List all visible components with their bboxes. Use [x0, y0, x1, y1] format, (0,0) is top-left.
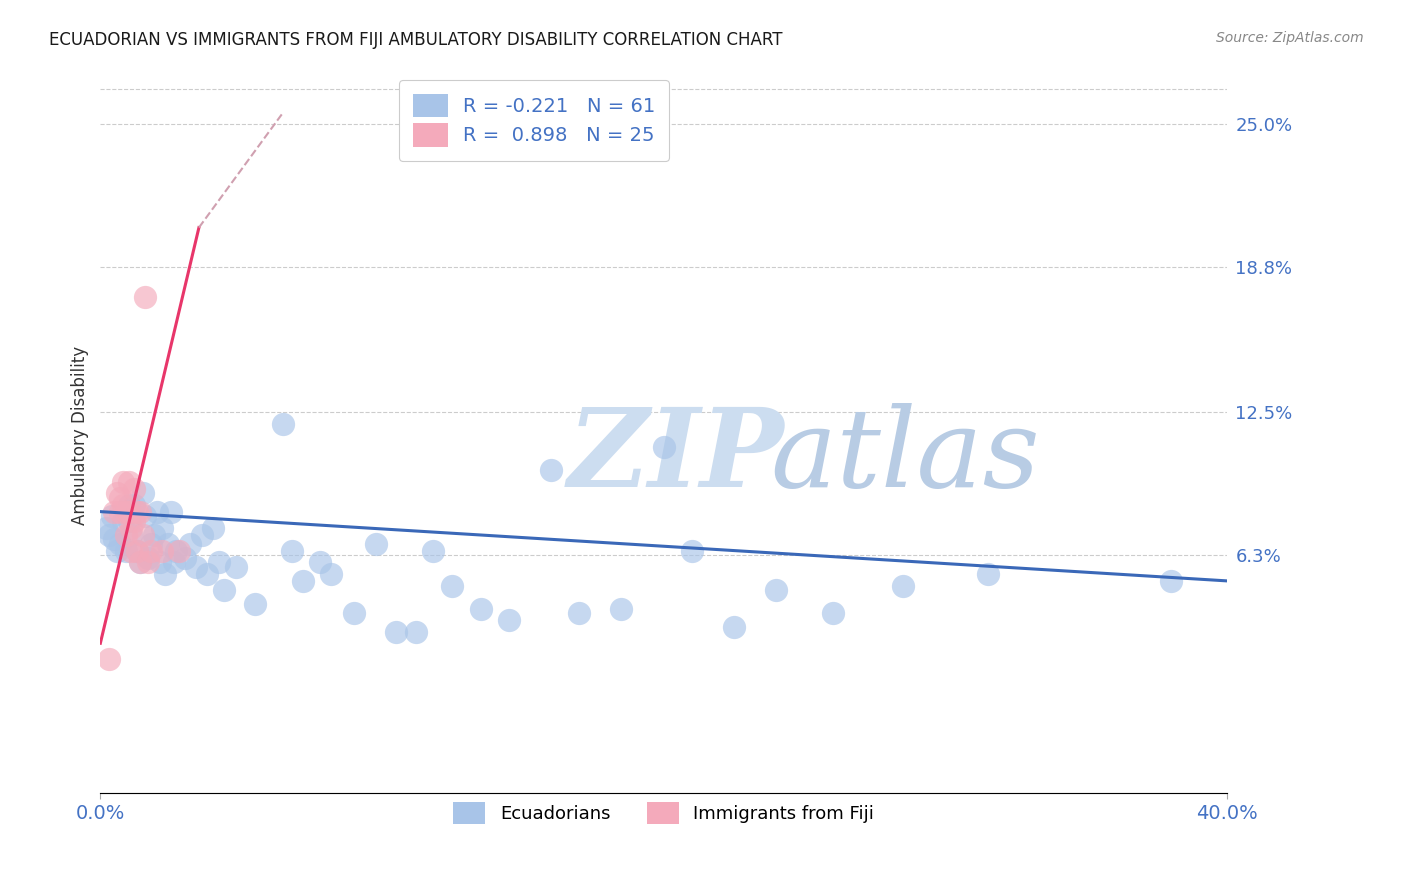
Point	[134, 509, 156, 524]
Point	[470, 601, 492, 615]
Point	[568, 606, 591, 620]
Point	[153, 566, 176, 581]
Point	[681, 544, 703, 558]
Point	[765, 583, 787, 598]
Point	[120, 527, 142, 541]
Point	[117, 498, 139, 512]
Point	[97, 652, 120, 666]
Point	[103, 533, 125, 547]
Point	[103, 505, 125, 519]
Text: Source: ZipAtlas.com: Source: ZipAtlas.com	[1216, 31, 1364, 45]
Point	[94, 521, 117, 535]
Point	[122, 482, 145, 496]
Point	[128, 505, 150, 519]
Point	[165, 544, 187, 558]
Point	[184, 560, 207, 574]
Point	[108, 505, 131, 519]
Point	[122, 514, 145, 528]
Point	[120, 544, 142, 558]
Point	[145, 505, 167, 519]
Point	[125, 544, 148, 558]
Point	[173, 550, 195, 565]
Point	[128, 556, 150, 570]
Point	[652, 440, 675, 454]
Point	[723, 620, 745, 634]
Point	[139, 544, 162, 558]
Point	[214, 583, 236, 598]
Point	[131, 486, 153, 500]
Point	[114, 544, 136, 558]
Text: ECUADORIAN VS IMMIGRANTS FROM FIJI AMBULATORY DISABILITY CORRELATION CHART: ECUADORIAN VS IMMIGRANTS FROM FIJI AMBUL…	[49, 31, 783, 49]
Point	[245, 597, 267, 611]
Point	[150, 521, 173, 535]
Point	[610, 601, 633, 615]
Point	[208, 556, 231, 570]
Text: atlas: atlas	[770, 403, 1040, 510]
Point	[273, 417, 295, 431]
Y-axis label: Ambulatory Disability: Ambulatory Disability	[72, 346, 89, 525]
Point	[422, 544, 444, 558]
Point	[117, 475, 139, 489]
Text: ZIP: ZIP	[568, 403, 785, 510]
Point	[821, 606, 844, 620]
Point	[891, 578, 914, 592]
Point	[195, 566, 218, 581]
Point	[111, 514, 134, 528]
Point	[540, 463, 562, 477]
Point	[441, 578, 464, 592]
Point	[97, 527, 120, 541]
Point	[139, 537, 162, 551]
Point	[498, 613, 520, 627]
Point	[111, 498, 134, 512]
Point	[100, 509, 122, 524]
Point	[976, 566, 998, 581]
Point	[150, 544, 173, 558]
Point	[117, 505, 139, 519]
Point	[114, 527, 136, 541]
Point	[162, 556, 184, 570]
Point	[148, 556, 170, 570]
Point	[309, 556, 332, 570]
Point	[128, 556, 150, 570]
Point	[167, 544, 190, 558]
Point	[343, 606, 366, 620]
Legend: Ecuadorians, Immigrants from Fiji: Ecuadorians, Immigrants from Fiji	[441, 790, 886, 834]
Point	[125, 505, 148, 519]
Point	[105, 486, 128, 500]
Point	[136, 550, 159, 565]
Point	[142, 527, 165, 541]
Point	[202, 521, 225, 535]
Point	[281, 544, 304, 558]
Point	[114, 505, 136, 519]
Point	[120, 521, 142, 535]
Point	[385, 624, 408, 639]
Point	[111, 475, 134, 489]
Point	[405, 624, 427, 639]
Point	[190, 527, 212, 541]
Point	[125, 544, 148, 558]
Point	[134, 290, 156, 304]
Point	[136, 556, 159, 570]
Point	[1160, 574, 1182, 588]
Point	[105, 544, 128, 558]
Point	[156, 537, 179, 551]
Point	[122, 498, 145, 512]
Point	[366, 537, 388, 551]
Point	[117, 514, 139, 528]
Point	[108, 491, 131, 505]
Point	[108, 537, 131, 551]
Point	[321, 566, 343, 581]
Point	[225, 560, 247, 574]
Point	[159, 505, 181, 519]
Point	[131, 527, 153, 541]
Point	[292, 574, 315, 588]
Point	[179, 537, 201, 551]
